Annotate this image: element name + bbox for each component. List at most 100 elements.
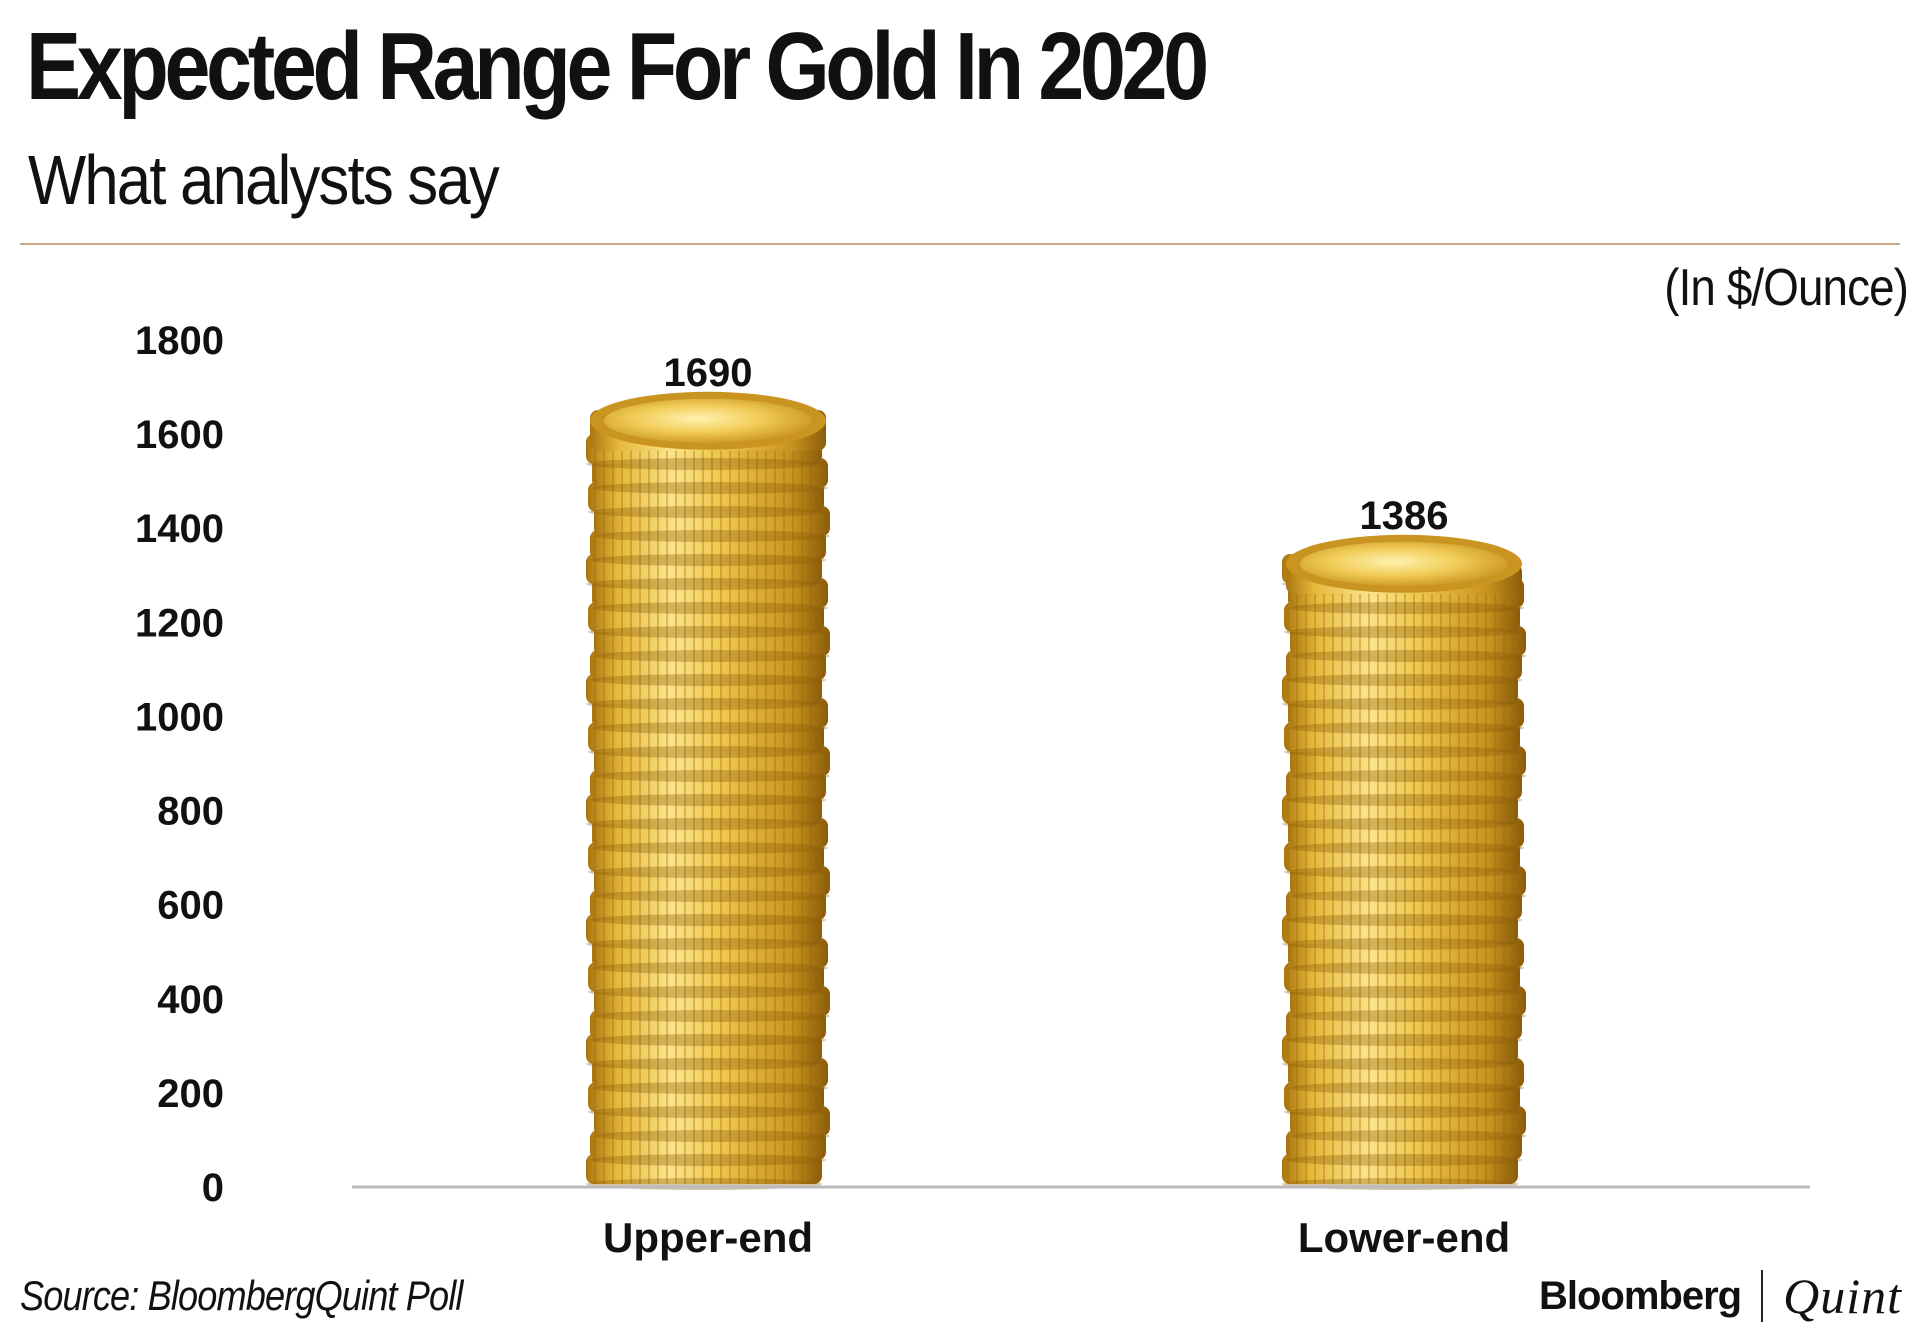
publisher-logo: Bloomberg Quint bbox=[1539, 1266, 1902, 1326]
y-tick-label: 400 bbox=[157, 978, 224, 1022]
coin-shadow bbox=[1282, 1058, 1518, 1070]
title-divider bbox=[20, 243, 1900, 245]
coin-shadow bbox=[592, 1082, 828, 1094]
coin-shadow bbox=[1286, 674, 1522, 686]
coin-shadow bbox=[1282, 818, 1518, 830]
coin-shadow bbox=[588, 746, 824, 758]
coin-shadow bbox=[1290, 890, 1526, 902]
coin-ridges bbox=[594, 1106, 830, 1136]
coin-shadow bbox=[594, 1130, 830, 1142]
coin-ridges bbox=[590, 650, 826, 680]
coin-ridges bbox=[1288, 938, 1524, 968]
coin-shadow bbox=[588, 506, 824, 518]
coin-ridges bbox=[590, 1010, 826, 1040]
coin-shadow bbox=[594, 770, 830, 782]
coin-face bbox=[1300, 541, 1508, 586]
y-tick-label: 1400 bbox=[135, 507, 224, 551]
coin-shadow bbox=[1290, 1130, 1526, 1142]
coin-ridges bbox=[594, 986, 830, 1016]
coin-shadow bbox=[1284, 1106, 1520, 1118]
coin-shadow bbox=[592, 842, 828, 854]
logo-quint: Quint bbox=[1783, 1268, 1902, 1324]
unit-label: (In $/Ounce) bbox=[1664, 259, 1909, 317]
coin-ridges bbox=[586, 794, 822, 824]
coin-shadow bbox=[1288, 602, 1524, 614]
coin-ridges bbox=[1282, 674, 1518, 704]
coin-ridges bbox=[586, 554, 822, 584]
coin-shadow bbox=[590, 794, 826, 806]
coin-ridges bbox=[590, 890, 826, 920]
coin-shadow bbox=[586, 818, 822, 830]
coin-ridges bbox=[1286, 890, 1522, 920]
coin-shadow bbox=[590, 554, 826, 566]
y-tick-label: 200 bbox=[157, 1072, 224, 1116]
coin-ridges bbox=[586, 914, 822, 944]
coin-shadow bbox=[1290, 1010, 1526, 1022]
coin-shadow bbox=[1290, 650, 1526, 662]
coin-shadow bbox=[592, 482, 828, 494]
y-tick-label: 600 bbox=[157, 884, 224, 928]
coin-ridges bbox=[1290, 1106, 1526, 1136]
coin-shadow bbox=[1288, 962, 1524, 974]
coin-shadow bbox=[1282, 938, 1518, 950]
x-category-label: Lower-end bbox=[1298, 1214, 1510, 1261]
coin-ridges bbox=[1284, 602, 1520, 632]
coin-shadow bbox=[1284, 746, 1520, 758]
y-tick-label: 0 bbox=[202, 1166, 224, 1210]
coin-ridges bbox=[592, 698, 828, 728]
coin-ridges bbox=[1290, 866, 1526, 896]
coin-shadow bbox=[1288, 842, 1524, 854]
coin-shadow bbox=[590, 674, 826, 686]
coin-ridges bbox=[588, 1082, 824, 1112]
coin-shadow bbox=[1286, 794, 1522, 806]
coin-ridges bbox=[592, 458, 828, 488]
coin-ridges bbox=[1282, 1034, 1518, 1064]
bar-value-label: 1386 bbox=[1360, 494, 1449, 538]
coin-ridges bbox=[594, 746, 830, 776]
coin-shadow bbox=[1284, 866, 1520, 878]
coin-ridges bbox=[1286, 1010, 1522, 1040]
coin-ridges bbox=[1284, 722, 1520, 752]
coin-shadow bbox=[592, 602, 828, 614]
coin-shadow bbox=[588, 986, 824, 998]
coin-shadow bbox=[586, 458, 822, 470]
logo-bloomberg: Bloomberg bbox=[1538, 1273, 1742, 1318]
coin-ridges bbox=[590, 530, 826, 560]
coin-ridges bbox=[594, 866, 830, 896]
coin-ridges bbox=[1286, 770, 1522, 800]
coin-shadow bbox=[590, 914, 826, 926]
coin-ridges bbox=[592, 938, 828, 968]
coin-ridges bbox=[1290, 626, 1526, 656]
y-tick-label: 800 bbox=[157, 790, 224, 834]
coin-ridges bbox=[590, 770, 826, 800]
coin-shadow bbox=[586, 1058, 822, 1070]
coin-ridges bbox=[1290, 746, 1526, 776]
coin-ridges bbox=[588, 482, 824, 512]
coin-shadow bbox=[588, 626, 824, 638]
coin-ridges bbox=[588, 842, 824, 872]
coin-ridges bbox=[1286, 650, 1522, 680]
y-tick-label: 1800 bbox=[135, 319, 224, 363]
coin-ridges bbox=[1286, 1130, 1522, 1160]
coin-ridges bbox=[1282, 1154, 1518, 1184]
bar-value-label: 1690 bbox=[664, 351, 753, 395]
coin-ridges bbox=[590, 1130, 826, 1160]
coin-shadow bbox=[1284, 626, 1520, 638]
bar-coin-stack: 1690 bbox=[586, 351, 830, 1190]
coin-ridges bbox=[1284, 962, 1520, 992]
coin-shadow bbox=[1284, 986, 1520, 998]
coin-shadow bbox=[1286, 914, 1522, 926]
coin-ridges bbox=[586, 1034, 822, 1064]
coin-ridges bbox=[594, 626, 830, 656]
coin-ridges bbox=[1288, 818, 1524, 848]
coin-ridges bbox=[594, 506, 830, 536]
coin-shadow bbox=[588, 1106, 824, 1118]
coin-shadow bbox=[586, 578, 822, 590]
coin-shadow bbox=[594, 530, 830, 542]
source-note: Source: BloombergQuint Poll bbox=[20, 1272, 463, 1319]
y-tick-label: 1600 bbox=[135, 413, 224, 457]
x-category-label: Upper-end bbox=[603, 1214, 813, 1261]
coin-shadow bbox=[1288, 1082, 1524, 1094]
coin-ridges bbox=[1284, 1082, 1520, 1112]
y-tick-label: 1200 bbox=[135, 601, 224, 645]
